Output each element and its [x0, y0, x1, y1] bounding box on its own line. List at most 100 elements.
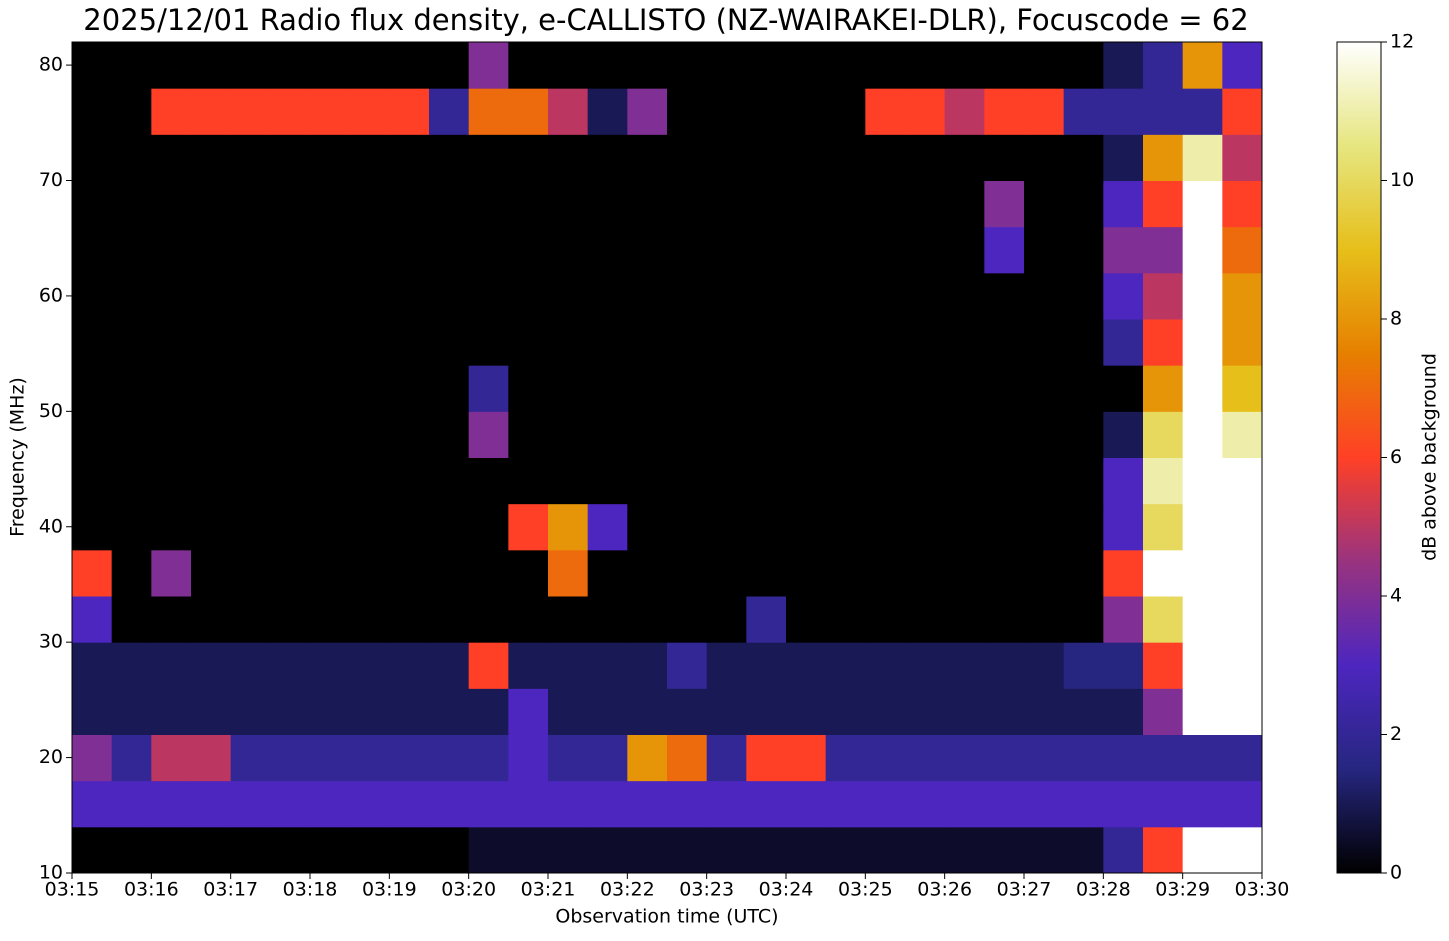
heatmap-cell — [706, 780, 747, 828]
heatmap-cell — [865, 42, 906, 89]
heatmap-cell — [587, 180, 628, 228]
heatmap-cell — [270, 134, 311, 181]
heatmap-cell — [548, 365, 589, 412]
heatmap-cell — [191, 596, 232, 643]
heatmap-cell — [1143, 503, 1184, 551]
heatmap-cell — [746, 688, 787, 735]
heatmap-cell — [429, 503, 470, 551]
heatmap-cell — [548, 688, 589, 735]
heatmap-cell — [905, 826, 946, 874]
x-tick-label: 03:30 — [1235, 879, 1290, 901]
heatmap-cell — [1222, 503, 1263, 551]
heatmap-cell — [111, 734, 152, 782]
heatmap-cell — [72, 780, 113, 828]
heatmap-cell — [786, 272, 827, 320]
heatmap-cell — [1182, 226, 1223, 274]
heatmap-cell — [667, 596, 708, 643]
heatmap-cell — [1024, 780, 1065, 828]
heatmap-cell — [944, 780, 985, 828]
heatmap-cell — [151, 826, 192, 874]
heatmap-cell — [984, 688, 1025, 735]
colorbar — [1336, 41, 1382, 874]
heatmap-cell — [706, 549, 747, 597]
heatmap-cell — [349, 780, 390, 828]
colorbar-tick-label: 0 — [1390, 862, 1402, 884]
x-tick-label: 03:28 — [1076, 879, 1131, 901]
heatmap-cell — [706, 688, 747, 735]
heatmap-cell — [1103, 88, 1144, 135]
heatmap-cell — [825, 826, 866, 874]
heatmap-cell — [468, 503, 509, 551]
heatmap-cell — [151, 642, 192, 689]
heatmap-cell — [1222, 549, 1263, 597]
chart-title: 2025/12/01 Radio flux density, e-CALLIST… — [83, 3, 1248, 37]
plot-frame — [71, 41, 1263, 874]
heatmap-cell — [1143, 134, 1184, 181]
heatmap-cell — [1143, 549, 1184, 597]
heatmap-cell — [786, 134, 827, 181]
heatmap-cell — [587, 411, 628, 458]
heatmap-cell — [825, 180, 866, 228]
heatmap-cell — [270, 642, 311, 689]
heatmap-cell — [1143, 780, 1184, 828]
heatmap-cell — [310, 642, 351, 689]
heatmap-cell — [111, 503, 152, 551]
y-tick-label: 40 — [39, 515, 63, 537]
heatmap-cell — [944, 642, 985, 689]
heatmap-cell — [1182, 596, 1223, 643]
heatmap-cell — [1063, 596, 1104, 643]
heatmap-cell — [230, 549, 271, 597]
heatmap-cell — [429, 42, 470, 89]
heatmap-cell — [508, 88, 549, 135]
heatmap-cell — [349, 88, 390, 135]
heatmap-cell — [389, 88, 430, 135]
heatmap-cell — [310, 134, 351, 181]
heatmap-cell — [548, 319, 589, 366]
heatmap-cell — [1103, 272, 1144, 320]
heatmap-cell — [191, 134, 232, 181]
heatmap-cell — [191, 780, 232, 828]
heatmap-cell — [627, 688, 668, 735]
heatmap-cell — [905, 134, 946, 181]
heatmap-cell — [746, 411, 787, 458]
heatmap-cell — [944, 272, 985, 320]
heatmap-cell — [865, 365, 906, 412]
heatmap-cell — [429, 226, 470, 274]
heatmap-cell — [627, 180, 668, 228]
heatmap-cell — [984, 642, 1025, 689]
heatmap-cell — [389, 411, 430, 458]
heatmap-cell — [587, 503, 628, 551]
heatmap-cell — [1143, 226, 1184, 274]
heatmap-cell — [310, 780, 351, 828]
heatmap-cell — [1103, 642, 1144, 689]
heatmap-cell — [191, 272, 232, 320]
heatmap-cell — [587, 88, 628, 135]
heatmap-cell — [230, 780, 271, 828]
heatmap-cell — [706, 642, 747, 689]
heatmap-cell — [1222, 180, 1263, 228]
heatmap-cell — [905, 688, 946, 735]
heatmap-cell — [1063, 734, 1104, 782]
heatmap-cell — [667, 503, 708, 551]
heatmap-cell — [230, 134, 271, 181]
heatmap-cell — [389, 780, 430, 828]
heatmap-cell — [270, 596, 311, 643]
heatmap-cell — [72, 411, 113, 458]
heatmap-cell — [429, 596, 470, 643]
heatmap-cell — [508, 365, 549, 412]
heatmap-cell — [468, 688, 509, 735]
heatmap-cell — [627, 503, 668, 551]
heatmap-cell — [1103, 457, 1144, 505]
heatmap-cell — [151, 549, 192, 597]
heatmap-cell — [944, 226, 985, 274]
heatmap-cell — [72, 226, 113, 274]
heatmap-cell — [270, 826, 311, 874]
heatmap-cell — [72, 688, 113, 735]
heatmap-cell — [984, 42, 1025, 89]
heatmap-cell — [944, 457, 985, 505]
heatmap-cell — [905, 780, 946, 828]
heatmap-cell — [1182, 365, 1223, 412]
heatmap-cell — [508, 411, 549, 458]
heatmap-cell — [310, 457, 351, 505]
heatmap-cell — [984, 457, 1025, 505]
